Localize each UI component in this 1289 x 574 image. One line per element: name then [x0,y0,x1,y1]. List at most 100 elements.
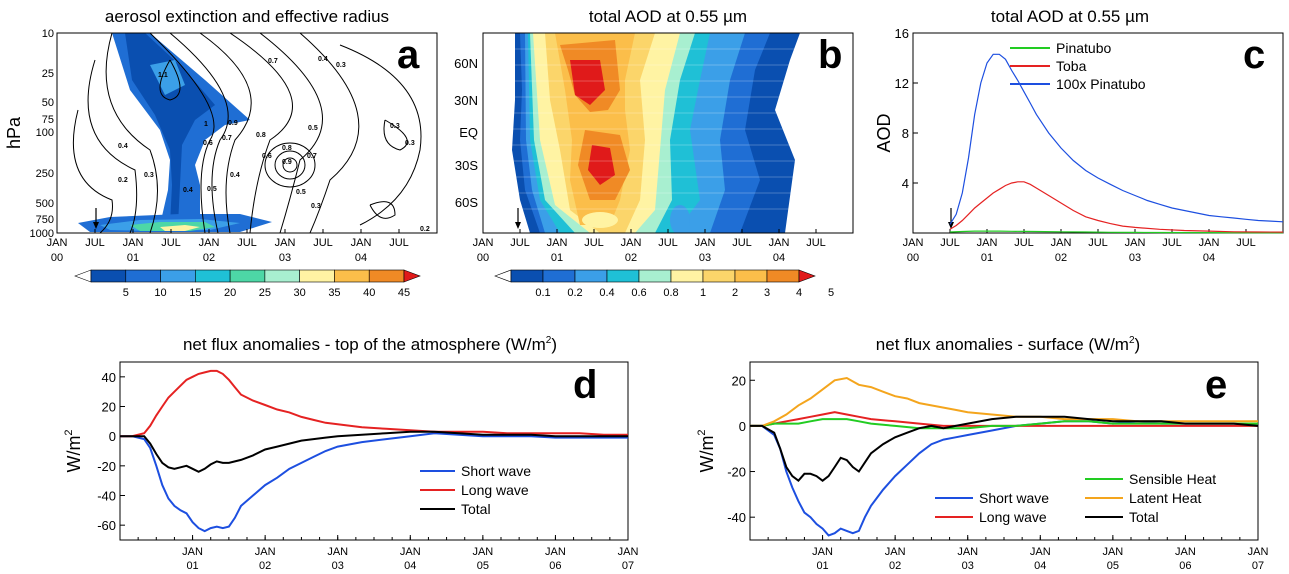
x-tick-label: JAN [545,546,566,558]
y-tick-label: 60N [454,56,478,71]
panel-d-title-sup: 2 [546,335,552,346]
y-tick-label: 25 [42,68,54,80]
panel-d-ylabel: W/m2 [63,429,84,472]
svg-text:1.1: 1.1 [158,72,168,79]
x-tick-year: 03 [699,252,711,264]
panel-e-title-main: net flux anomalies - surface (W/m [876,335,1129,354]
series-line [949,53,1284,225]
x-tick-label: JAN [618,546,639,558]
y-tick-label: 4 [902,176,909,191]
x-tick-year: 03 [962,560,974,572]
y-tick-label: 0 [739,419,746,434]
x-tick-label: JUL [1162,237,1182,249]
svg-text:0.7: 0.7 [222,135,232,142]
x-tick-year: 05 [477,560,489,572]
svg-text:0.6: 0.6 [203,140,213,147]
colorbar-end-high [403,269,421,283]
x-tick-label: JUL [510,237,530,249]
colorbar-label: 5 [828,287,834,299]
y-tick-label: 50 [42,97,54,109]
colorbar-swatch [125,269,161,283]
y-tick-label: 20 [732,373,746,388]
colorbar-label: 0.8 [663,287,678,299]
y-tick-label: 75 [42,114,54,126]
colorbar-swatch [334,269,370,283]
panel-d-title-end: ) [551,335,557,354]
x-tick-year: 06 [549,560,561,572]
panel-b-title: total AOD at 0.55 µm [589,7,747,26]
y-tick-label: 8 [902,126,909,141]
svg-text:0.7: 0.7 [307,153,317,160]
x-tick-label: JUL [389,237,409,249]
svg-text:0.7: 0.7 [268,58,278,65]
x-tick-year: 02 [889,560,901,572]
panel-a-title: aerosol extinction and effective radius [105,7,389,26]
x-tick-year: 01 [551,252,563,264]
legend-label: Total [461,501,491,517]
panel-a-ylabel: hPa [4,116,24,149]
colorbar-label: 15 [189,287,201,299]
svg-text:0.5: 0.5 [308,125,318,132]
legend-label: Short wave [979,490,1049,506]
svg-text:0.3: 0.3 [336,62,346,69]
x-tick-label: JUL [313,237,333,249]
x-tick-label: JAN [885,546,906,558]
panel-b-yticks: 60N 30N EQ 30S 60S [454,56,478,210]
legend-label: Pinatubo [1056,40,1111,56]
panel-d: net flux anomalies - top of the atmosphe… [63,335,638,572]
eruption-arrow-b [515,208,521,229]
series-line [949,230,1283,234]
svg-text:0.5: 0.5 [296,189,306,196]
svg-text:0.4: 0.4 [230,172,240,179]
series-line [120,369,628,438]
colorbar-label: 30 [294,287,306,299]
colorbar-label: 45 [398,287,410,299]
x-tick-label: JAN [472,546,493,558]
y-tick-label: 10 [42,28,54,40]
x-tick-label: JUL [1088,237,1108,249]
panel-b-letter: b [818,33,842,77]
y-tick-label: 60S [455,195,478,210]
colorbar-label: 1 [700,287,706,299]
panel-b: total AOD at 0.55 µm [454,7,854,299]
panel-e-ylabel: W/m2 [696,429,717,472]
x-tick-label: JUL [1236,237,1256,249]
panel-c-letter: c [1243,33,1265,77]
y-tick-label: 30N [454,93,478,108]
x-tick-year: 04 [1034,560,1046,572]
legend-label: Toba [1056,58,1087,74]
x-tick-year: 04 [404,560,416,572]
x-tick-year: 02 [625,252,637,264]
x-tick-label: JAN [769,237,790,249]
y-tick-label: 20 [102,400,116,415]
x-tick-label: JAN [351,237,372,249]
x-tick-year: 03 [1129,252,1141,264]
x-tick-year: 00 [477,252,489,264]
y-tick-label: -40 [727,510,746,525]
y-tick-label: -20 [727,465,746,480]
svg-text:0.4: 0.4 [118,143,128,150]
colorbar-label: 25 [259,287,271,299]
colorbar-label: 10 [154,287,166,299]
colorbar-swatch [299,269,335,283]
panel-e-ylabel-sup: 2 [696,429,708,435]
panel-a: aerosol extinction and effective radius [4,7,438,299]
colorbar-swatch [702,269,736,283]
svg-text:1: 1 [204,121,208,128]
colorbar-label: 3 [764,287,770,299]
colorbar-end-low [74,269,92,283]
x-tick-year: 06 [1179,560,1191,572]
svg-text:0.3: 0.3 [311,203,321,210]
x-tick-label: JAN [1030,546,1051,558]
y-tick-label: 12 [895,76,909,91]
panel-c-ylabel: AOD [874,113,894,152]
panel-e-title-sup: 2 [1129,335,1135,346]
x-tick-label: JAN [47,237,68,249]
x-tick-label: JUL [940,237,960,249]
panel-e-legend: Short wave Long wave Sensible Heat Latent H… [935,471,1216,525]
colorbar-label: 5 [123,287,129,299]
colorbar-label: 0.6 [631,287,646,299]
y-tick-label: -60 [97,518,116,533]
x-tick-year: 03 [332,560,344,572]
x-tick-label: JAN [327,546,348,558]
